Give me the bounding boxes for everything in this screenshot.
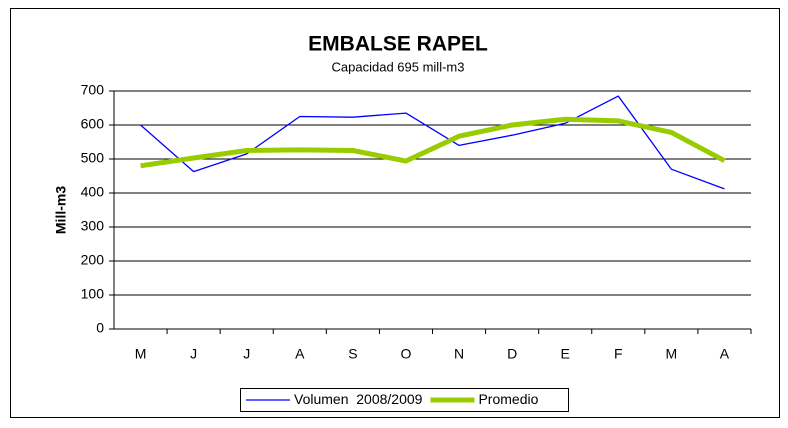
- x-tick-label: N: [454, 346, 464, 362]
- y-tick-label: 200: [81, 252, 105, 268]
- legend-box: [240, 388, 569, 412]
- legend-label: Promedio: [478, 391, 538, 407]
- x-tick-label: A: [295, 346, 305, 362]
- y-tick-label: 400: [81, 184, 105, 200]
- chart-subtitle: Capacidad 695 mill-m3: [332, 59, 465, 74]
- x-tick-label: S: [348, 346, 357, 362]
- x-tick-label: M: [135, 346, 147, 362]
- x-tick-label: M: [666, 346, 678, 362]
- y-tick-label: 600: [81, 116, 105, 132]
- y-tick-label: 300: [81, 218, 105, 234]
- line-series: [140, 95, 725, 190]
- x-tick-label: E: [561, 346, 570, 362]
- y-tick-label: 0: [96, 320, 104, 336]
- line-series: [140, 116, 726, 169]
- y-tick-label: 500: [81, 150, 105, 166]
- legend-label: Volumen 2008/2009: [294, 391, 423, 407]
- x-tick-label: D: [507, 346, 517, 362]
- chart-border: [10, 8, 780, 418]
- x-tick-label: J: [243, 346, 250, 362]
- x-tick-label: J: [190, 346, 197, 362]
- chart-title: EMBALSE RAPEL: [308, 33, 488, 56]
- y-axis-label: Mill-m3: [53, 186, 69, 234]
- y-tick-label: 100: [81, 286, 105, 302]
- y-tick-label: 700: [81, 82, 105, 98]
- x-tick-label: O: [401, 346, 412, 362]
- x-tick-label: A: [720, 346, 730, 362]
- x-tick-label: F: [614, 346, 623, 362]
